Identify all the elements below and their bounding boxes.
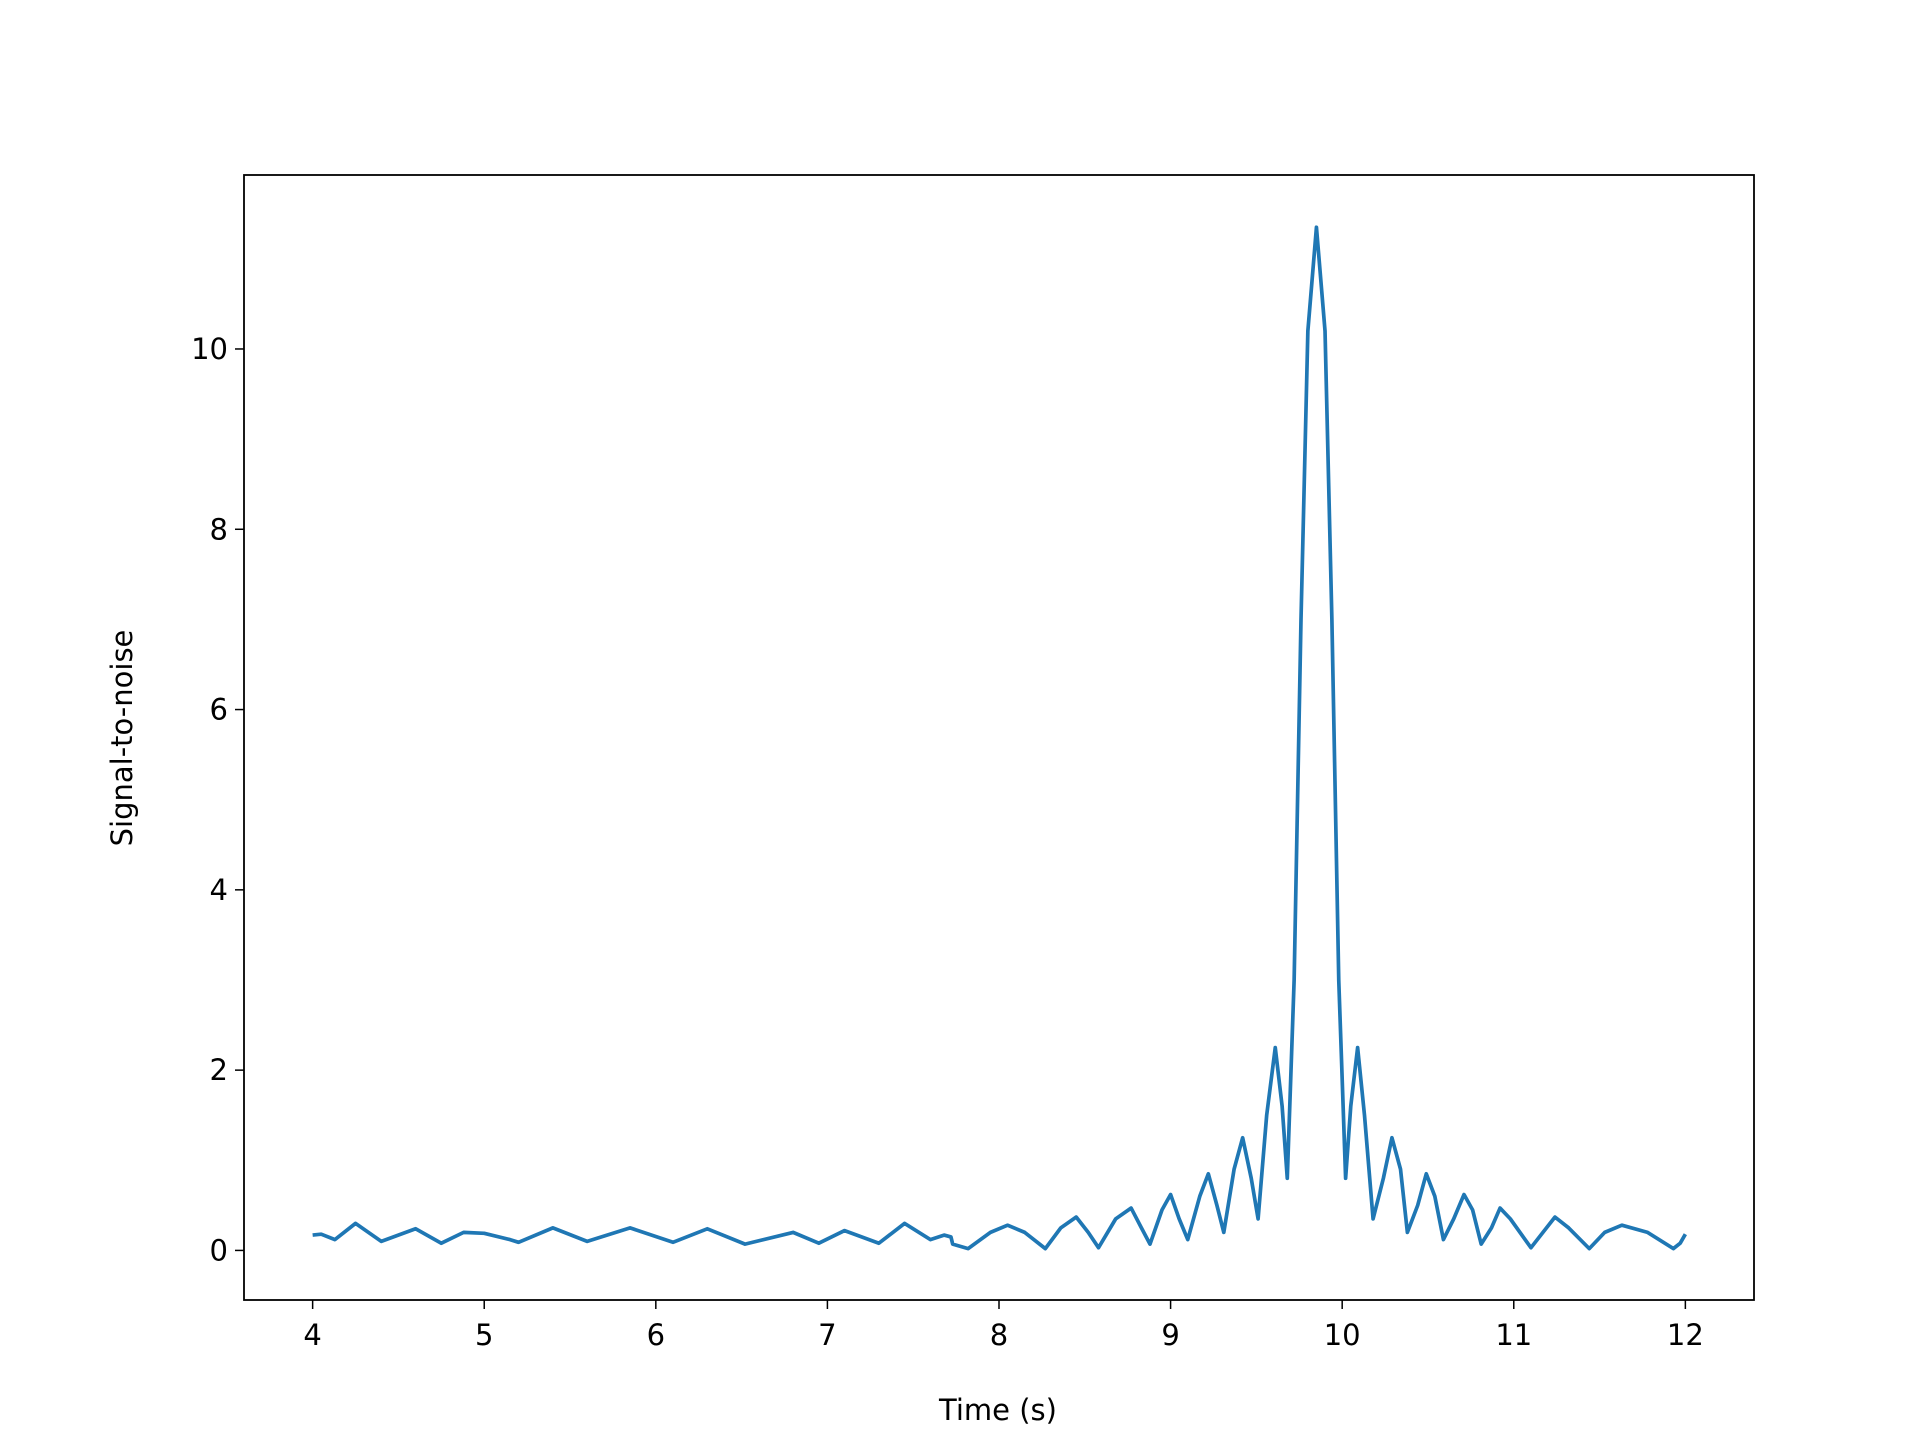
x-tick-label: 8 [990, 1318, 1008, 1352]
x-tick-label: 5 [475, 1318, 493, 1352]
x-tick-label: 6 [647, 1318, 665, 1352]
y-tick-label: 8 [210, 512, 228, 546]
y-tick-label: 6 [210, 693, 228, 727]
x-tick-label: 4 [303, 1318, 321, 1352]
x-axis-label: Time (s) [938, 1393, 1057, 1427]
x-tick-label: 11 [1495, 1318, 1532, 1352]
x-tick-label: 9 [1161, 1318, 1179, 1352]
y-tick-label: 2 [210, 1053, 228, 1087]
y-axis-label: Signal-to-noise [105, 630, 139, 847]
x-tick-label: 10 [1324, 1318, 1361, 1352]
line-series [312, 225, 1687, 1251]
y-tick-label: 10 [191, 332, 228, 366]
x-tick-label: 12 [1667, 1318, 1704, 1352]
y-tick-label: 0 [210, 1233, 228, 1267]
x-tick-label: 7 [818, 1318, 836, 1352]
y-tick-label: 4 [210, 873, 228, 907]
plot-frame [243, 174, 1755, 1301]
